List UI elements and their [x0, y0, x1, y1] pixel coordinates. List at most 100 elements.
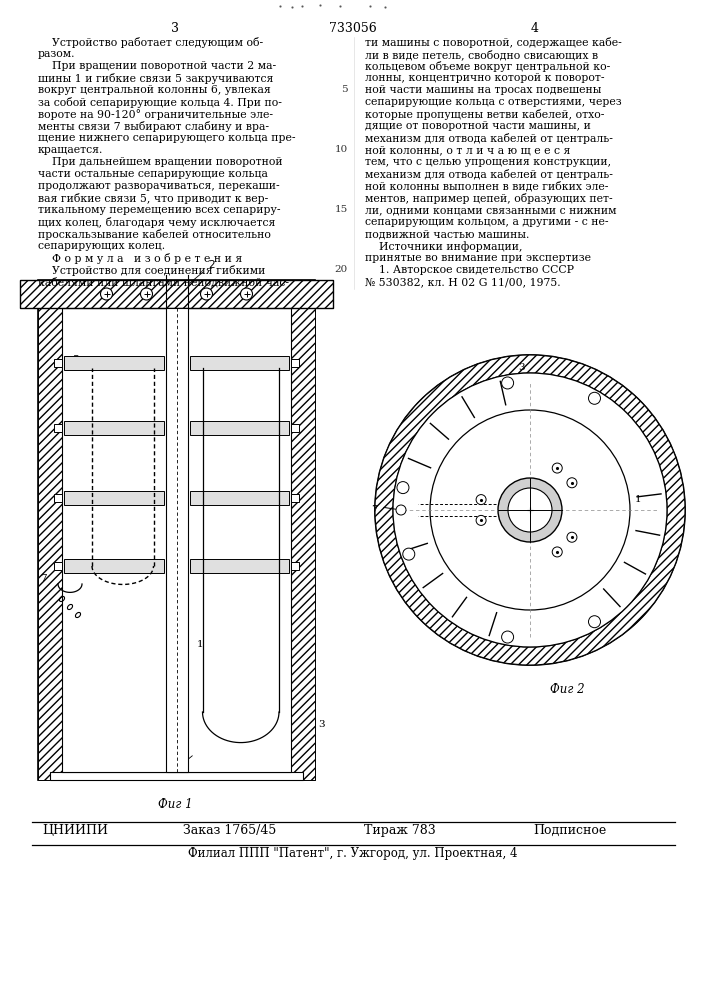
- Text: 1. Авторское свидетельство СССР: 1. Авторское свидетельство СССР: [365, 265, 574, 275]
- Circle shape: [567, 478, 577, 488]
- Polygon shape: [54, 359, 62, 367]
- Text: 20: 20: [334, 265, 348, 274]
- Text: 4: 4: [204, 358, 211, 367]
- Circle shape: [588, 616, 600, 628]
- Text: шины 1 и гибкие связи 5 закручиваются: шины 1 и гибкие связи 5 закручиваются: [38, 73, 274, 84]
- Circle shape: [141, 288, 153, 300]
- Circle shape: [393, 373, 667, 647]
- Polygon shape: [189, 559, 289, 573]
- Text: тикальному перемещению всех сепариру-: тикальному перемещению всех сепариру-: [38, 205, 281, 215]
- Text: 3: 3: [171, 22, 179, 35]
- Text: менты связи 7 выбирают слабину и вра-: менты связи 7 выбирают слабину и вра-: [38, 121, 269, 132]
- Polygon shape: [62, 308, 291, 772]
- Text: кольцевом объеме вокруг центральной ко-: кольцевом объеме вокруг центральной ко-: [365, 61, 610, 72]
- Text: При дальнейшем вращении поворотной: При дальнейшем вращении поворотной: [38, 157, 283, 167]
- Text: щение нижнего сепарирующего кольца пре-: щение нижнего сепарирующего кольца пре-: [38, 133, 296, 143]
- Text: Устройство работает следующим об-: Устройство работает следующим об-: [38, 37, 263, 48]
- Polygon shape: [64, 491, 163, 505]
- Text: Филиал ППП "Патент", г. Ужгород, ул. Проектная, 4: Филиал ППП "Патент", г. Ужгород, ул. Про…: [188, 847, 518, 860]
- Text: сепарирующих колец.: сепарирующих колец.: [38, 241, 165, 251]
- Circle shape: [501, 631, 513, 643]
- Circle shape: [100, 288, 112, 300]
- Polygon shape: [20, 280, 333, 308]
- Text: ЦНИИПИ: ЦНИИПИ: [42, 824, 108, 837]
- Circle shape: [588, 392, 600, 404]
- Text: ли в виде петель, свободно свисающих в: ли в виде петель, свободно свисающих в: [365, 49, 598, 60]
- Text: Фиг 2: Фиг 2: [550, 683, 585, 696]
- Text: разом.: разом.: [38, 49, 76, 59]
- Text: При вращении поворотной части 2 ма-: При вращении поворотной части 2 ма-: [38, 61, 276, 71]
- Text: 15: 15: [334, 205, 348, 214]
- Polygon shape: [64, 559, 163, 573]
- Text: подвижной частью машины.: подвижной частью машины.: [365, 229, 530, 239]
- Polygon shape: [291, 280, 315, 780]
- Text: дящие от поворотной части машины, и: дящие от поворотной части машины, и: [365, 121, 591, 131]
- Text: ной колонны, о т л и ч а ю щ е е с я: ной колонны, о т л и ч а ю щ е е с я: [365, 145, 571, 155]
- Text: 3: 3: [519, 363, 525, 372]
- Text: сепарирующие кольца с отверстиями, через: сепарирующие кольца с отверстиями, через: [365, 97, 621, 107]
- Text: кабелями или шлангами неподвижной час-: кабелями или шлангами неподвижной час-: [38, 277, 289, 288]
- Text: 4: 4: [531, 22, 539, 35]
- Text: Заказ 1765/45: Заказ 1765/45: [183, 824, 276, 837]
- Circle shape: [403, 548, 415, 560]
- Text: 1: 1: [197, 640, 203, 649]
- Text: Источники информации,: Источники информации,: [365, 241, 522, 252]
- Text: вая гибкие связи 5, что приводит к вер-: вая гибкие связи 5, что приводит к вер-: [38, 193, 268, 204]
- Circle shape: [552, 463, 562, 473]
- Text: 7: 7: [371, 505, 378, 514]
- Text: 6: 6: [567, 552, 573, 561]
- Text: тем, что с целью упрощения конструкции,: тем, что с целью упрощения конструкции,: [365, 157, 611, 167]
- Text: 1: 1: [635, 495, 642, 504]
- Polygon shape: [189, 421, 289, 435]
- Polygon shape: [189, 491, 289, 505]
- Text: лонны, концентрично которой к поворот-: лонны, концентрично которой к поворот-: [365, 73, 604, 83]
- Text: сепарирующим кольцом, а другими - с не-: сепарирующим кольцом, а другими - с не-: [365, 217, 609, 227]
- Text: 7: 7: [40, 574, 47, 583]
- Text: 733056: 733056: [329, 22, 377, 35]
- Text: 2: 2: [189, 260, 215, 283]
- Text: Устройство для соединения гибкими: Устройство для соединения гибкими: [38, 265, 265, 276]
- Text: 3: 3: [318, 720, 325, 729]
- Polygon shape: [189, 356, 289, 370]
- Text: 5: 5: [72, 355, 78, 364]
- Text: 5: 5: [341, 85, 348, 94]
- Text: за собой сепарирующие кольца 4. При по-: за собой сепарирующие кольца 4. При по-: [38, 97, 282, 108]
- Text: проскальзывание кабелей относительно: проскальзывание кабелей относительно: [38, 229, 271, 240]
- Text: которые пропущены ветви кабелей, отхо-: которые пропущены ветви кабелей, отхо-: [365, 109, 604, 120]
- Text: Ф о р м у л а   и з о б р е т е н и я: Ф о р м у л а и з о б р е т е н и я: [38, 253, 243, 264]
- Circle shape: [567, 532, 577, 542]
- Polygon shape: [165, 308, 187, 772]
- Text: механизм для отвода кабелей от централь-: механизм для отвода кабелей от централь-: [365, 169, 613, 180]
- Circle shape: [240, 288, 252, 300]
- Text: № 530382, кл. Н 02 G 11/00, 1975.: № 530382, кл. Н 02 G 11/00, 1975.: [365, 277, 561, 287]
- Circle shape: [476, 495, 486, 505]
- Circle shape: [397, 482, 409, 494]
- Text: принятые во внимание при экспертизе: принятые во внимание при экспертизе: [365, 253, 591, 263]
- Text: 6: 6: [180, 757, 186, 766]
- Polygon shape: [64, 421, 163, 435]
- Circle shape: [498, 478, 562, 542]
- Polygon shape: [291, 494, 299, 502]
- Text: кращается.: кращается.: [38, 145, 103, 155]
- Polygon shape: [54, 562, 62, 570]
- Wedge shape: [375, 355, 685, 665]
- Text: щих колец, благодаря чему исключается: щих колец, благодаря чему исключается: [38, 217, 275, 228]
- Text: 10: 10: [334, 145, 348, 154]
- Polygon shape: [64, 356, 163, 370]
- Text: ной части машины на тросах подвешены: ной части машины на тросах подвешены: [365, 85, 602, 95]
- Circle shape: [476, 515, 486, 525]
- Text: Фиг 1: Фиг 1: [158, 798, 193, 811]
- Text: ной колонны выполнен в виде гибких эле-: ной колонны выполнен в виде гибких эле-: [365, 181, 609, 192]
- Circle shape: [552, 547, 562, 557]
- Circle shape: [396, 505, 406, 515]
- Circle shape: [375, 355, 685, 665]
- Circle shape: [430, 410, 630, 610]
- Polygon shape: [50, 772, 303, 780]
- Polygon shape: [38, 280, 315, 780]
- Text: механизм для отвода кабелей от централь-: механизм для отвода кабелей от централь-: [365, 133, 613, 144]
- Circle shape: [501, 377, 513, 389]
- Circle shape: [201, 288, 213, 300]
- Text: ментов, например цепей, образующих пет-: ментов, например цепей, образующих пет-: [365, 193, 613, 204]
- Text: вокруг центральной колонны 6, увлекая: вокруг центральной колонны 6, увлекая: [38, 85, 271, 95]
- Text: ли, одними концами связанными с нижним: ли, одними концами связанными с нижним: [365, 205, 617, 215]
